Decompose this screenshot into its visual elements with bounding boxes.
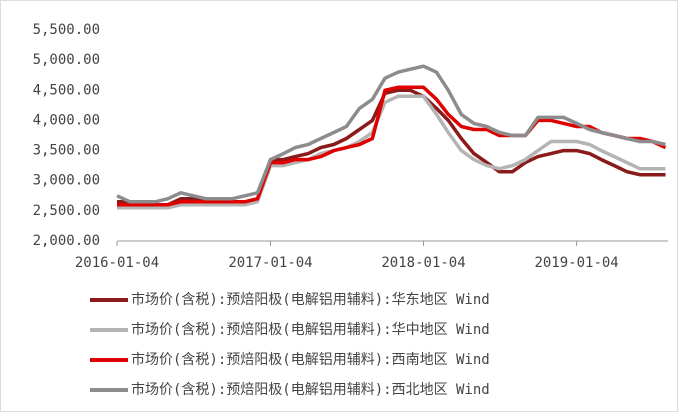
y-tick-label: 4,000.00 bbox=[33, 112, 100, 128]
series-line bbox=[117, 85, 667, 207]
legend-label: 市场价(含税):预焙阳极(电解铝用辅料):华中地区 Wind bbox=[131, 321, 490, 338]
y-tick-label: 2,500.00 bbox=[33, 203, 100, 219]
y-tick-label: 3,000.00 bbox=[33, 173, 100, 189]
legend-label: 市场价(含税):预焙阳极(电解铝用辅料):西北地区 Wind bbox=[131, 381, 490, 398]
x-tick-label: 2016-01-04 bbox=[75, 255, 159, 271]
y-tick-label: 2,000.00 bbox=[33, 233, 100, 249]
legend-label: 市场价(含税):预焙阳极(电解铝用辅料):西南地区 Wind bbox=[131, 351, 490, 368]
y-tick-label: 4,500.00 bbox=[33, 82, 100, 98]
series-line bbox=[117, 94, 666, 210]
y-tick-label: 3,500.00 bbox=[33, 143, 100, 159]
y-tick-label: 5,500.00 bbox=[33, 22, 100, 38]
x-tick-label: 2019-01-04 bbox=[534, 255, 618, 271]
x-tick-label: 2018-01-04 bbox=[381, 255, 465, 271]
legend-label: 市场价(含税):预焙阳极(电解铝用辅料):华东地区 Wind bbox=[131, 291, 490, 308]
y-tick-label: 5,000.00 bbox=[33, 52, 100, 68]
series-line bbox=[116, 64, 666, 204]
x-tick-label: 2017-01-04 bbox=[228, 255, 312, 271]
